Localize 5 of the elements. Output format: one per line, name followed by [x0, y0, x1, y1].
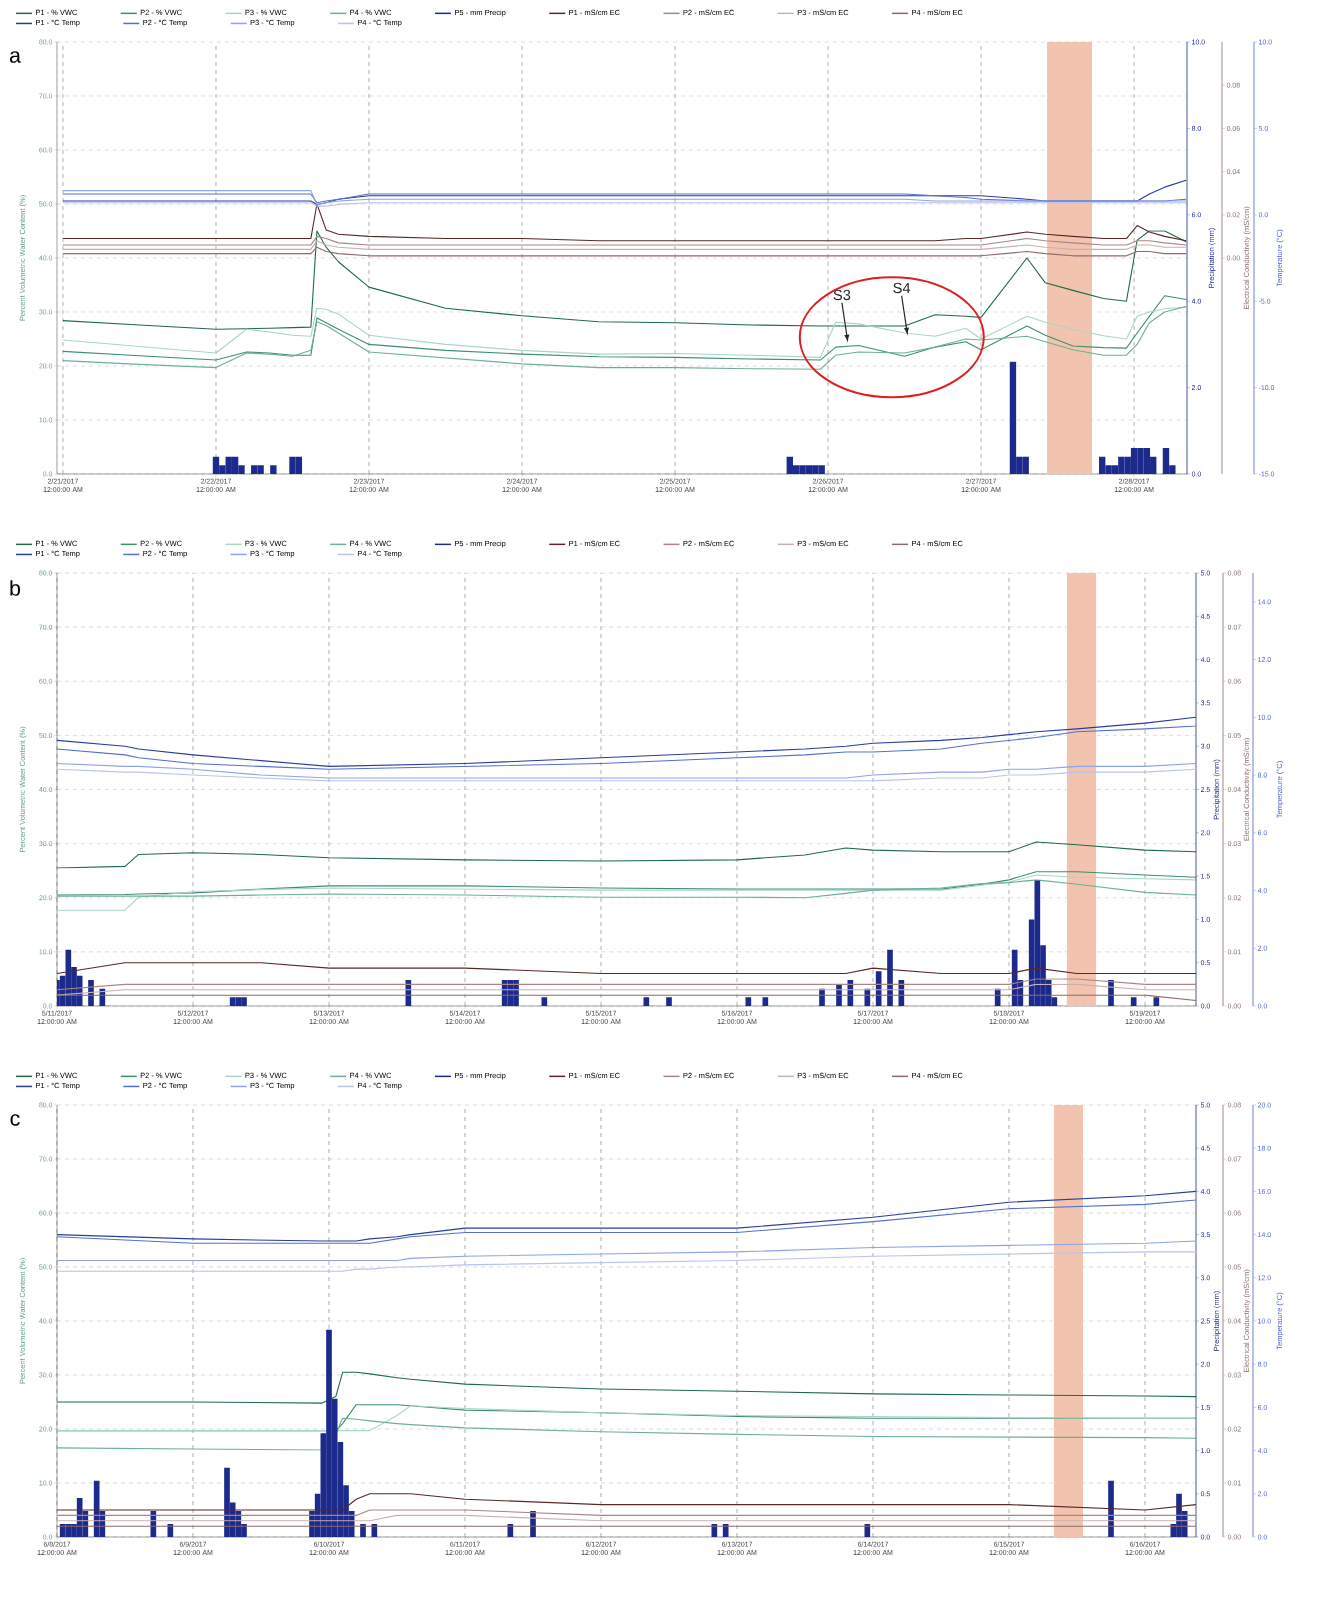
annotation: S4: [893, 282, 911, 294]
chart-title: a: [9, 51, 21, 63]
chart-title: b: [10, 580, 21, 596]
annotation: S3: [833, 289, 851, 301]
chart-title: c: [10, 1114, 20, 1126]
